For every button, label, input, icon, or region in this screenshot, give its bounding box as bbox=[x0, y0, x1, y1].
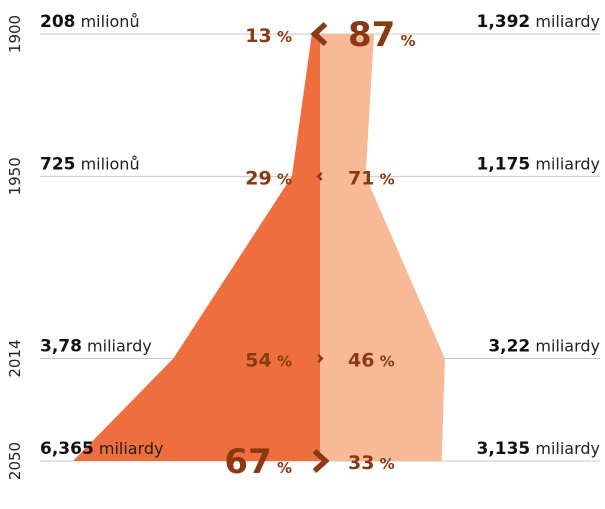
right-value-number: 1,392 bbox=[476, 12, 530, 32]
chevron-right-icon-2050 bbox=[312, 448, 330, 474]
chevron-left-icon-1950 bbox=[316, 171, 323, 181]
left-pct-sign: % bbox=[272, 170, 292, 188]
left-value-2050: 6,365 miliardy bbox=[40, 439, 164, 459]
year-label-1900: 1900 bbox=[6, 15, 24, 53]
left-value-1950: 725 milionů bbox=[40, 154, 140, 174]
left-pct-2050: 67 % bbox=[224, 442, 292, 482]
left-value-2014: 3,78 miliardy bbox=[40, 337, 152, 357]
left-pct-number: 29 bbox=[245, 167, 271, 189]
left-pct-sign: % bbox=[272, 459, 292, 477]
right-value-2014: 3,22 miliardy bbox=[488, 337, 600, 357]
left-value-unit: milionů bbox=[76, 12, 140, 31]
year-label-2014: 2014 bbox=[6, 339, 24, 377]
right-pct-1900: 87 % bbox=[348, 15, 416, 55]
right-pct-2050: 33 % bbox=[348, 452, 395, 474]
left-value-number: 208 bbox=[40, 12, 76, 32]
left-pct-1900: 13 % bbox=[245, 25, 292, 47]
right-value-1900: 1,392 miliardy bbox=[476, 12, 600, 32]
left-pct-1950: 29 % bbox=[245, 167, 292, 189]
right-pct-sign: % bbox=[374, 353, 394, 371]
year-label-2050: 2050 bbox=[6, 442, 24, 480]
right-value-1950: 1,175 miliardy bbox=[476, 154, 600, 174]
right-pct-sign: % bbox=[395, 32, 415, 50]
chevron-right-icon-2014 bbox=[317, 354, 324, 363]
right-pct-number: 87 bbox=[348, 15, 395, 55]
left-pct-number: 13 bbox=[245, 25, 271, 47]
left-value-number: 6,365 bbox=[40, 439, 94, 459]
left-value-unit: milionů bbox=[76, 154, 140, 173]
left-value-unit: miliardy bbox=[94, 439, 164, 458]
right-pct-1950: 71 % bbox=[348, 167, 395, 189]
right-pct-number: 33 bbox=[348, 452, 374, 474]
chevron-left-icon-1900 bbox=[310, 21, 328, 47]
left-value-number: 725 bbox=[40, 154, 76, 174]
right-value-unit: miliardy bbox=[530, 337, 600, 356]
right-pct-sign: % bbox=[374, 170, 394, 188]
left-value-number: 3,78 bbox=[40, 337, 82, 357]
left-pct-number: 54 bbox=[245, 350, 271, 372]
right-value-number: 3,135 bbox=[476, 439, 530, 459]
left-value-unit: miliardy bbox=[82, 337, 152, 356]
year-label-1950: 1950 bbox=[6, 157, 24, 195]
right-value-number: 1,175 bbox=[476, 154, 530, 174]
left-pct-number: 67 bbox=[224, 442, 271, 482]
right-value-unit: miliardy bbox=[530, 439, 600, 458]
right-area bbox=[320, 34, 445, 461]
left-value-1900: 208 milionů bbox=[40, 12, 140, 32]
areas bbox=[73, 34, 445, 461]
left-pct-sign: % bbox=[272, 28, 292, 46]
right-value-2050: 3,135 miliardy bbox=[476, 439, 600, 459]
left-pct-2014: 54 % bbox=[245, 350, 292, 372]
left-pct-sign: % bbox=[272, 353, 292, 371]
left-area bbox=[73, 34, 320, 461]
right-pct-sign: % bbox=[374, 455, 394, 473]
right-pct-number: 46 bbox=[348, 350, 374, 372]
right-pct-2014: 46 % bbox=[348, 350, 395, 372]
right-value-number: 3,22 bbox=[488, 337, 530, 357]
right-value-unit: miliardy bbox=[530, 154, 600, 173]
right-pct-number: 71 bbox=[348, 167, 374, 189]
right-value-unit: miliardy bbox=[530, 12, 600, 31]
